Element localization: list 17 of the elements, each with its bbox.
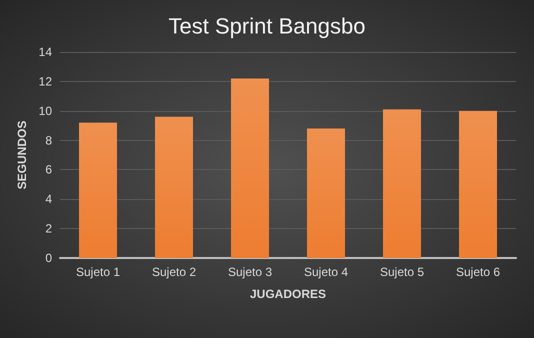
- y-axis-title: SEGUNDOS: [14, 120, 29, 190]
- y-tick-label: 0: [45, 251, 52, 265]
- x-tick-label: Sujeto 3: [228, 265, 272, 279]
- y-tick-label: 10: [38, 104, 52, 118]
- y-tick-label: 6: [45, 162, 52, 177]
- y-tick-label: 2: [45, 222, 52, 236]
- x-tick-label: Sujeto 2: [152, 265, 196, 279]
- x-tick-label: Sujeto 6: [456, 265, 500, 279]
- x-tick-label: Sujeto 5: [380, 265, 424, 279]
- x-tick-label: Sujeto 4: [304, 265, 348, 279]
- x-tick-label: Sujeto 1: [76, 265, 120, 279]
- y-tick-label: 4: [45, 192, 52, 206]
- x-axis-title: JUGADORES: [250, 287, 326, 301]
- y-tick-label: 8: [45, 133, 52, 148]
- chart-title: Test Sprint Bangsbo: [168, 14, 366, 38]
- y-tick-label: 12: [38, 74, 52, 88]
- y-tick-label: 14: [38, 45, 52, 59]
